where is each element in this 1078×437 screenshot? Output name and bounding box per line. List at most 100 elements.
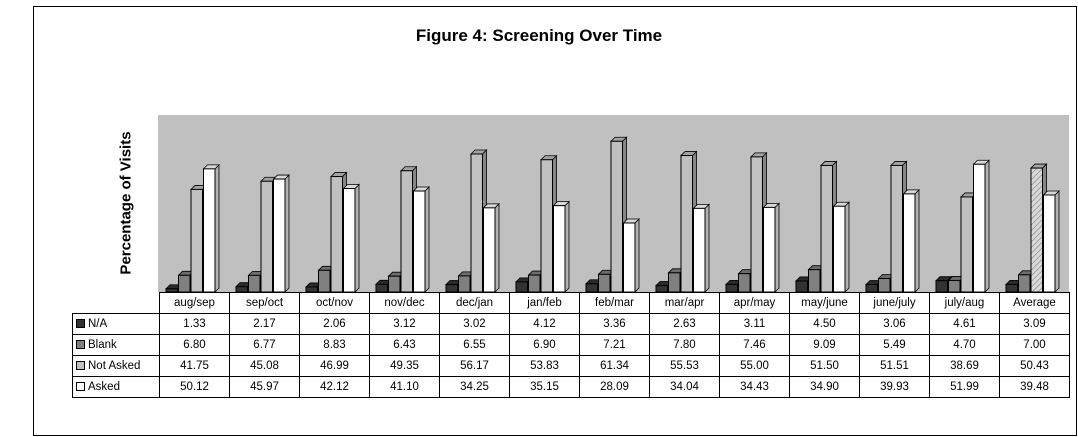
category-label: apr/may — [719, 292, 790, 314]
bar-asked-12 — [1042, 190, 1060, 293]
data-label: 46.99 — [299, 355, 370, 377]
bar-front — [935, 280, 948, 293]
data-label: 2.17 — [229, 313, 300, 335]
legend-swatch — [76, 340, 85, 349]
data-label: 42.12 — [299, 376, 370, 398]
bar-asked-2 — [342, 183, 360, 293]
data-label: 6.77 — [229, 334, 300, 356]
bar-side — [844, 201, 850, 293]
bar-side — [984, 159, 990, 293]
data-label: 51.50 — [789, 355, 860, 377]
data-label: 7.80 — [649, 334, 720, 356]
data-label: 35.15 — [509, 376, 580, 398]
bar-side — [494, 202, 500, 293]
bars-layer — [165, 136, 1060, 293]
bar-side — [564, 200, 570, 293]
data-label: 61.34 — [579, 355, 650, 377]
data-label: 39.93 — [859, 376, 930, 398]
legend-label: N/A — [88, 318, 108, 330]
bar-front — [890, 164, 903, 293]
bar-front — [165, 288, 178, 293]
legend-entry: N/A — [72, 313, 160, 335]
bar-front — [668, 272, 681, 293]
bar-front — [1043, 194, 1056, 293]
bar-front — [833, 205, 846, 293]
data-label: 39.48 — [999, 376, 1070, 398]
bar-front — [528, 274, 541, 293]
bar-asked-9 — [832, 201, 850, 293]
data-label: 3.02 — [439, 313, 510, 335]
data-label: 50.43 — [999, 355, 1070, 377]
bar-front — [515, 281, 528, 293]
category-label: feb/mar — [579, 292, 650, 314]
legend-label: Asked — [88, 381, 120, 393]
bar-front — [738, 273, 751, 293]
bar-front — [203, 168, 216, 293]
data-label: 41.75 — [159, 355, 230, 377]
data-label: 7.21 — [579, 334, 650, 356]
data-label: 9.09 — [789, 334, 860, 356]
data-label: 41.10 — [369, 376, 440, 398]
bar-front — [960, 196, 973, 293]
data-label: 56.17 — [439, 355, 510, 377]
data-label: 34.90 — [789, 376, 860, 398]
category-label: nov/dec — [369, 292, 440, 314]
bar-asked-6 — [622, 218, 640, 293]
data-label: 4.61 — [929, 313, 1000, 335]
bar-asked-5 — [552, 200, 570, 293]
data-label: 49.35 — [369, 355, 440, 377]
bar-front — [178, 274, 191, 293]
data-label: 5.49 — [859, 334, 930, 356]
data-label: 3.36 — [579, 313, 650, 335]
data-label: 3.09 — [999, 313, 1070, 335]
bar-side — [284, 174, 290, 293]
bar-front — [190, 188, 203, 293]
data-label: 51.99 — [929, 376, 1000, 398]
bar-front — [458, 275, 471, 293]
data-table-body: aug/sep sep/oct oct/nov nov/dec dec/jan jan/f… — [72, 292, 1070, 398]
bar-asked-7 — [692, 203, 710, 293]
bar-front — [795, 280, 808, 293]
category-label: june/july — [859, 292, 930, 314]
table-row: Asked 50.12 45.97 42.12 41.10 34.25 35.15 28.09… — [72, 376, 1070, 398]
bar-front — [1005, 283, 1018, 293]
legend-swatch — [76, 382, 85, 391]
bar-asked-10 — [902, 188, 920, 293]
data-label: 3.12 — [369, 313, 440, 335]
table-row: N/A 1.33 2.17 2.06 3.12 3.02 4.12 3.36 2.63 3.11 4… — [72, 313, 1070, 335]
bar-front — [1030, 167, 1043, 293]
bar-front — [445, 284, 458, 293]
bar-front — [483, 207, 496, 293]
data-label: 53.83 — [509, 355, 580, 377]
bar-side — [354, 183, 360, 293]
data-label: 45.08 — [229, 355, 300, 377]
bar-asked-3 — [412, 186, 430, 293]
data-label: 4.12 — [509, 313, 580, 335]
bar-asked-11 — [972, 159, 990, 293]
bar-front — [343, 188, 356, 293]
category-label: aug/sep — [159, 292, 230, 314]
data-label: 51.51 — [859, 355, 930, 377]
data-label: 38.69 — [929, 355, 1000, 377]
data-label: 6.55 — [439, 334, 510, 356]
bar-side — [914, 188, 920, 293]
category-label: sep/oct — [229, 292, 300, 314]
bar-front — [553, 205, 566, 293]
bar-front — [540, 159, 553, 293]
data-label: 1.33 — [159, 313, 230, 335]
data-label: 50.12 — [159, 376, 230, 398]
bar-front — [808, 269, 821, 293]
bar-side — [704, 203, 710, 293]
table-corner — [72, 292, 160, 314]
legend-label: Blank — [88, 339, 117, 351]
data-label: 55.00 — [719, 355, 790, 377]
table-row: Blank 6.80 6.77 8.83 6.43 6.55 6.90 7.21 7.80 7.4… — [72, 334, 1070, 356]
bar-front — [400, 170, 413, 293]
bar-front — [693, 207, 706, 293]
bar-front — [610, 140, 623, 293]
bar-front — [865, 283, 878, 293]
bar-front — [273, 178, 286, 293]
bar-front — [903, 193, 916, 293]
category-label: dec/jan — [439, 292, 510, 314]
legend-entry: Blank — [72, 334, 160, 356]
